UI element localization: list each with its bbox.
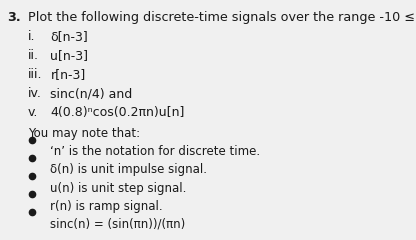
Text: v.: v. <box>28 106 38 119</box>
Text: 3.: 3. <box>7 11 20 24</box>
Text: ‘n’ is the notation for discrete time.: ‘n’ is the notation for discrete time. <box>50 145 260 158</box>
Text: sinc(n/4) and: sinc(n/4) and <box>50 87 133 100</box>
Text: δ[n-3]: δ[n-3] <box>50 30 88 43</box>
Text: 4(0.8)ⁿcos(0.2πn)u[n]: 4(0.8)ⁿcos(0.2πn)u[n] <box>50 106 185 119</box>
Text: sinc(n) = (sin(πn))/(πn): sinc(n) = (sin(πn))/(πn) <box>50 218 186 231</box>
Text: Plot the following discrete-time signals over the range -10 ≤ n ≤ 10:: Plot the following discrete-time signals… <box>28 11 416 24</box>
Text: You may note that:: You may note that: <box>28 127 140 140</box>
Text: δ(n) is unit impulse signal.: δ(n) is unit impulse signal. <box>50 163 208 176</box>
Text: u(n) is unit step signal.: u(n) is unit step signal. <box>50 181 187 194</box>
Text: iv.: iv. <box>28 87 42 100</box>
Text: iii.: iii. <box>28 68 42 81</box>
Text: r(n) is ramp signal.: r(n) is ramp signal. <box>50 200 163 213</box>
Text: ii.: ii. <box>28 49 39 62</box>
Text: r[n-3]: r[n-3] <box>50 68 86 81</box>
Text: u[n-3]: u[n-3] <box>50 49 89 62</box>
Text: i.: i. <box>28 30 35 43</box>
